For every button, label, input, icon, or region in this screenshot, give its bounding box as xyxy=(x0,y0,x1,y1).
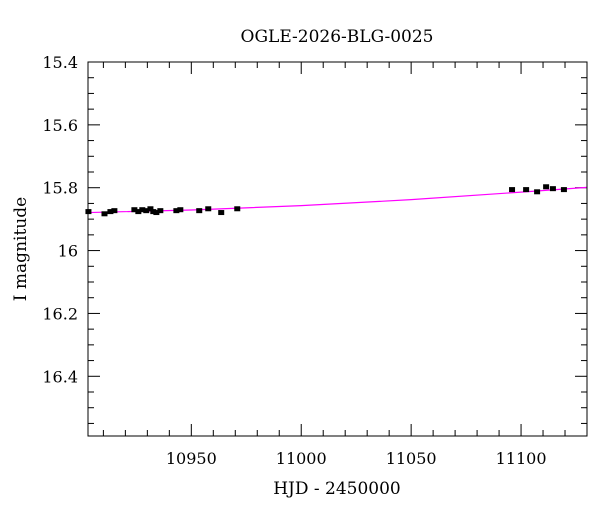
data-point xyxy=(107,209,114,215)
data-point xyxy=(111,208,118,214)
data-point xyxy=(543,184,550,190)
data-point xyxy=(196,208,203,214)
x-axis-label: HJD - 2450000 xyxy=(273,479,401,499)
data-point xyxy=(560,187,567,193)
y-tick-label: 16.4 xyxy=(42,367,78,386)
y-tick-label: 15.6 xyxy=(42,116,78,135)
data-point xyxy=(173,208,180,214)
x-tick-label: 11050 xyxy=(386,449,437,468)
data-point xyxy=(509,187,516,193)
data-point xyxy=(549,186,556,192)
y-tick-label: 16 xyxy=(58,242,78,261)
data-point xyxy=(153,210,160,216)
plot-frame xyxy=(87,61,588,437)
data-point xyxy=(218,210,225,216)
chart-title: OGLE-2026-BLG-0025 xyxy=(241,27,434,47)
x-tick-label: 11100 xyxy=(496,449,547,468)
y-tick-label: 16.2 xyxy=(42,304,78,323)
data-point xyxy=(234,206,241,212)
data-point xyxy=(150,209,157,215)
data-point xyxy=(534,189,541,195)
y-axis-label: I magnitude xyxy=(11,197,31,301)
data-point xyxy=(523,187,530,193)
data-point xyxy=(143,208,150,214)
data-point xyxy=(101,211,108,217)
data-point xyxy=(135,209,142,215)
x-tick-label: 11000 xyxy=(276,449,327,468)
data-point xyxy=(147,206,154,212)
x-tick-label: 10950 xyxy=(166,449,217,468)
data-point xyxy=(177,207,184,213)
data-point xyxy=(157,208,164,214)
data-point xyxy=(131,207,138,213)
y-tick-label: 15.4 xyxy=(42,53,78,72)
data-point xyxy=(205,206,212,212)
data-point xyxy=(139,207,146,213)
y-tick-label: 15.8 xyxy=(42,179,78,198)
